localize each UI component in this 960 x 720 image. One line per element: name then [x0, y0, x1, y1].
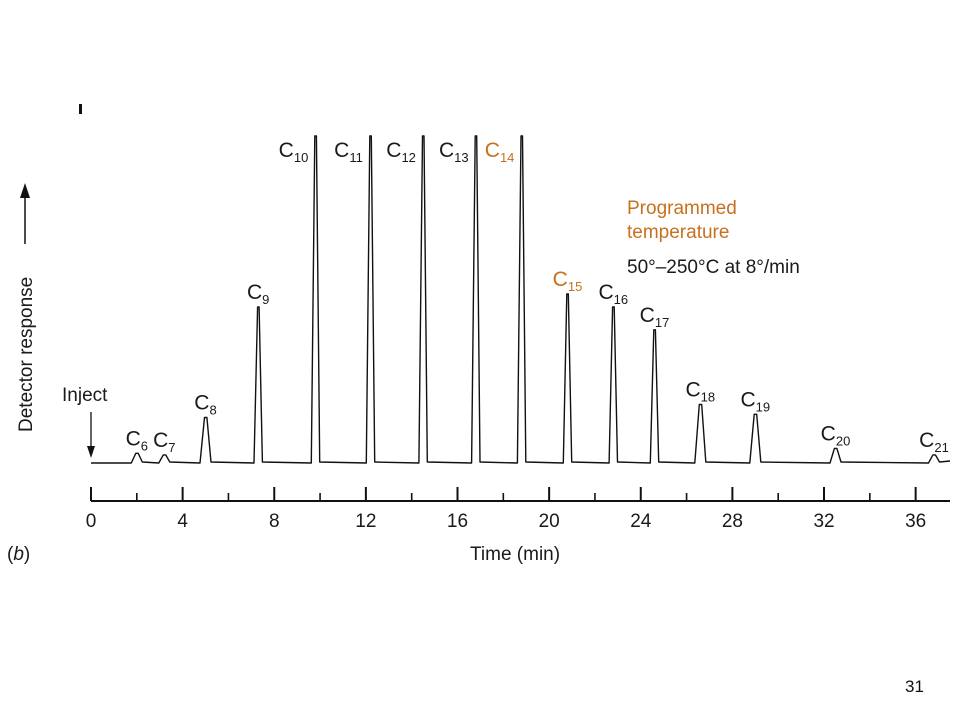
x-tick-label-36: 36 [905, 511, 926, 532]
peak-label-c15: C15 [553, 268, 583, 294]
peak-label-sub: 9 [262, 292, 269, 307]
y-axis-label: Detector response [16, 277, 37, 432]
peak-label-c8: C8 [194, 392, 216, 418]
y-axis-label-group: Detector response [16, 183, 37, 432]
panel-letter: b [13, 544, 24, 565]
x-tick-label-20: 20 [539, 511, 560, 532]
peak-label-sub: 11 [349, 150, 363, 165]
peak-label-sub: 17 [655, 315, 669, 330]
peak-label-main: C [279, 139, 294, 162]
x-tick-label-28: 28 [722, 511, 743, 532]
peak-label-c17: C17 [640, 304, 670, 330]
annotation-line-1: Programmed [627, 198, 737, 219]
temperature-annotation: Programmed temperature 50°–250°C at 8°/m… [627, 198, 800, 278]
peak-label-main: C [153, 429, 168, 452]
peak-label-sub: 20 [836, 433, 850, 448]
peak-label-c6: C6 [126, 427, 148, 453]
peak-label-main: C [194, 392, 209, 415]
peak-label-sub: 8 [209, 403, 216, 418]
x-tick-label-16: 16 [447, 511, 468, 532]
peak-label-c13: C13 [439, 139, 469, 165]
peak-label-c21: C21 [919, 429, 949, 455]
annotation-line-2: temperature [627, 222, 729, 243]
peak-label-main: C [439, 139, 454, 162]
peak-label-main: C [640, 304, 655, 327]
x-axis: 0 4 8 12 16 20 24 28 32 36 [86, 487, 950, 532]
inject-label: Inject [62, 385, 108, 406]
peak-label-c16: C16 [598, 281, 628, 307]
peak-label-sub: 13 [454, 150, 468, 165]
peak-label-main: C [126, 427, 141, 450]
peak-label-sub: 18 [701, 390, 715, 405]
x-tick-label-4: 4 [177, 511, 188, 532]
y-axis-arrow-head [20, 183, 30, 198]
peak-label-sub: 15 [568, 279, 582, 294]
peak-label-sub: 21 [934, 440, 948, 455]
chromatogram-trace [91, 135, 951, 464]
peak-label-main: C [247, 281, 262, 304]
peak-label-c9: C9 [247, 281, 269, 307]
peak-label-sub: 6 [141, 438, 148, 453]
peak-label-sub: 7 [168, 440, 175, 455]
peak-label-main: C [598, 281, 613, 304]
annotation-condition: 50°–250°C at 8°/min [627, 257, 800, 278]
peak-label-sub: 16 [614, 292, 628, 307]
peak-label-main: C [821, 422, 836, 445]
x-tick-label-32: 32 [813, 511, 834, 532]
peak-label-c19: C19 [740, 388, 770, 414]
peak-label-main: C [386, 139, 401, 162]
peak-label-c10: C10 [279, 139, 309, 165]
x-tick-label-24: 24 [630, 511, 652, 532]
peak-label-c11: C11 [334, 139, 363, 165]
inject-marker: Inject [62, 385, 108, 458]
peak-label-c20: C20 [821, 422, 851, 448]
panel-label: (b) [7, 544, 30, 565]
peak-label-sub: 14 [500, 150, 514, 165]
peak-label-main: C [919, 429, 934, 452]
peak-label-sub: 19 [756, 399, 770, 414]
peak-label-main: C [334, 139, 349, 162]
peak-label-sub: 10 [294, 150, 308, 165]
peak-label-main: C [685, 379, 700, 402]
x-axis-label: Time (min) [470, 544, 560, 565]
page-number: 31 [905, 677, 924, 696]
inject-arrow-head [87, 446, 95, 458]
peak-label-c12: C12 [386, 139, 416, 165]
x-tick-label-0: 0 [86, 511, 97, 532]
corner-mark [79, 104, 82, 114]
x-tick-label-12: 12 [355, 511, 376, 532]
peak-label-c14: C14 [485, 139, 515, 165]
peak-label-c7: C7 [153, 429, 175, 455]
peak-label-main: C [740, 388, 755, 411]
peak-label-main: C [485, 139, 500, 162]
peak-label-sub: 12 [401, 150, 415, 165]
peak-label-main: C [553, 268, 568, 291]
peak-label-c18: C18 [685, 379, 715, 405]
x-tick-label-8: 8 [269, 511, 280, 532]
